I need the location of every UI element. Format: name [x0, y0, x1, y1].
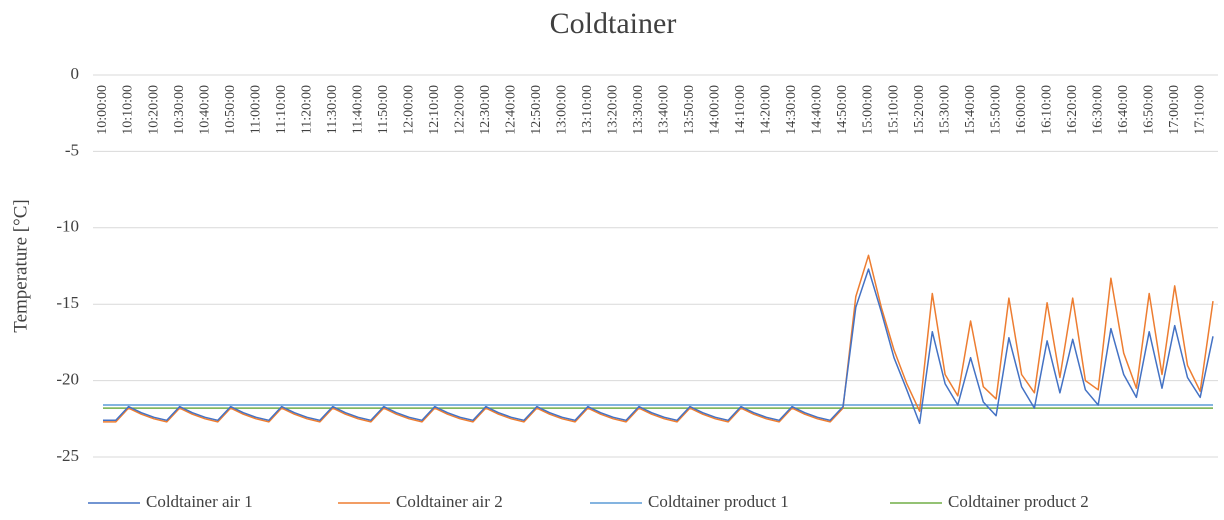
series-line [103, 254, 1214, 423]
x-tick-label: 14:20:00 [759, 85, 774, 135]
x-tick-label: 13:20:00 [606, 85, 621, 135]
legend-label: Coldtainer air 1 [146, 492, 253, 511]
x-tick-label: 15:00:00 [861, 85, 876, 135]
x-tick-label: 15:40:00 [963, 85, 978, 135]
x-tick-label: 11:00:00 [248, 85, 263, 134]
x-tick-label: 17:10:00 [1192, 85, 1207, 135]
x-tick-label: 16:00:00 [1014, 85, 1029, 135]
y-tick-label: -15 [56, 293, 79, 312]
x-tick-label: 13:40:00 [657, 85, 672, 135]
x-tick-label: 11:20:00 [299, 85, 314, 134]
x-tick-label: 15:20:00 [912, 85, 927, 135]
x-tick-label: 12:40:00 [503, 85, 518, 135]
y-axis-label: Temperature [°C] [10, 199, 31, 332]
x-tick-label: 15:50:00 [988, 85, 1003, 135]
x-tick-label: 16:20:00 [1065, 85, 1080, 135]
x-tick-label: 10:30:00 [172, 85, 187, 135]
legend-label: Coldtainer product 2 [948, 492, 1089, 511]
x-tick-label: 14:00:00 [708, 85, 723, 135]
y-tick-label: -20 [56, 370, 79, 389]
y-tick-label: -10 [56, 217, 79, 236]
x-tick-label: 15:30:00 [937, 85, 952, 135]
x-tick-label: 13:00:00 [555, 85, 570, 135]
x-tick-label: 14:10:00 [733, 85, 748, 135]
x-tick-label: 15:10:00 [886, 85, 901, 135]
x-tick-label: 17:00:00 [1167, 85, 1182, 135]
x-tick-label: 16:50:00 [1141, 85, 1156, 135]
legend-label: Coldtainer product 1 [648, 492, 789, 511]
x-tick-label: 12:50:00 [529, 85, 544, 135]
x-tick-label: 12:20:00 [452, 85, 467, 135]
x-tick-label: 10:40:00 [197, 85, 212, 135]
x-tick-label: 12:10:00 [427, 85, 442, 135]
x-tick-label: 13:30:00 [631, 85, 646, 135]
x-tick-label: 16:10:00 [1039, 85, 1054, 135]
x-tick-label: 11:40:00 [350, 85, 365, 134]
x-tick-label: 11:10:00 [274, 85, 289, 134]
x-tick-label: 14:40:00 [810, 85, 825, 135]
x-tick-label: 14:30:00 [784, 85, 799, 135]
x-tick-label: 14:50:00 [835, 85, 850, 135]
x-tick-label: 10:50:00 [223, 85, 238, 135]
x-tick-label: 10:20:00 [146, 85, 161, 135]
y-tick-label: -5 [65, 140, 79, 159]
y-tick-label: -25 [56, 446, 79, 465]
legend-label: Coldtainer air 2 [396, 492, 503, 511]
x-tick-label: 10:10:00 [121, 85, 136, 135]
x-tick-label: 12:00:00 [401, 85, 416, 135]
x-tick-label: 10:00:00 [95, 85, 110, 135]
y-tick-label: 0 [71, 64, 80, 83]
chart-title: Coldtainer [550, 7, 677, 40]
x-tick-label: 11:50:00 [376, 85, 391, 134]
x-tick-label: 16:30:00 [1090, 85, 1105, 135]
x-tick-label: 11:30:00 [325, 85, 340, 134]
x-tick-label: 13:50:00 [682, 85, 697, 135]
x-tick-label: 16:40:00 [1116, 85, 1131, 135]
series-line [103, 268, 1214, 425]
x-tick-label: 13:10:00 [580, 85, 595, 135]
x-tick-label: 12:30:00 [478, 85, 493, 135]
